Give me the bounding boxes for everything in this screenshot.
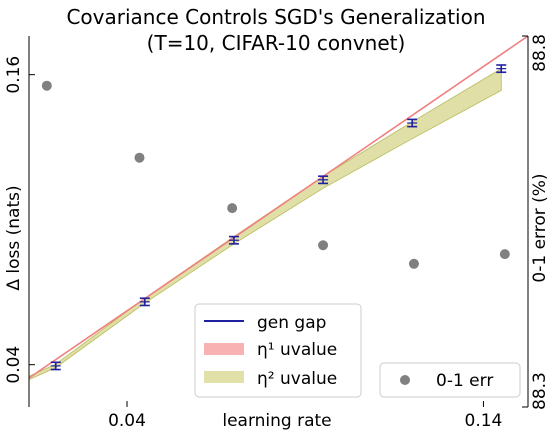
legend-eta2-swatch [204,371,244,383]
plot-frame [28,36,529,407]
eta1-line-layer [29,36,528,379]
chart-title: Covariance Controls SGD's Generalization [66,5,485,29]
y-right-tick-label: 88.3 [530,372,550,410]
y-axis-label-left: Δ loss (nats) [4,185,24,290]
legend-main: gen gap η¹ uvalue η² uvalue [194,303,362,398]
chart-subtitle: (T=10, CIFAR-10 convnet) [147,31,406,55]
gen-gap-point [50,361,61,371]
error-point [134,152,145,163]
legend-eta1-swatch [204,343,244,355]
gen-gap-point [228,235,239,245]
legend-gen-gap-label: gen gap [257,313,326,333]
legend-err-swatch [400,375,410,385]
error-point [41,80,52,91]
y-right-tick-label: 88.8 [530,34,550,72]
gen-gap-point [407,118,418,128]
error-points-layer [41,80,510,269]
x-tick-label: 0.14 [465,411,503,431]
legend-err-label: 0-1 err [436,371,493,391]
legend-eta2-label: η² uvalue [257,369,337,389]
ticks-layer: 0.04 0.14 0.04 0.16 88.3 88.8 [4,34,550,431]
eta1-uvalue-line [29,36,528,379]
error-point [499,249,510,260]
error-point [408,258,419,269]
gen-gap-point [318,175,329,185]
x-tick-label: 0.04 [108,411,146,431]
x-axis-label: learning rate [222,411,331,431]
legend-err: 0-1 err [379,362,521,398]
y-axis-label-right: 0-1 error (%) [530,173,550,282]
gen-gap-point [139,297,150,307]
y-left-tick-label: 0.16 [4,56,24,94]
legend-eta1-label: η¹ uvalue [257,340,337,360]
gen-gap-point [496,64,507,74]
gen-gap-layer [50,64,507,371]
error-point [227,203,238,214]
error-point [318,240,329,251]
legend-err-box [379,362,521,398]
y-left-tick-label: 0.04 [4,346,24,384]
